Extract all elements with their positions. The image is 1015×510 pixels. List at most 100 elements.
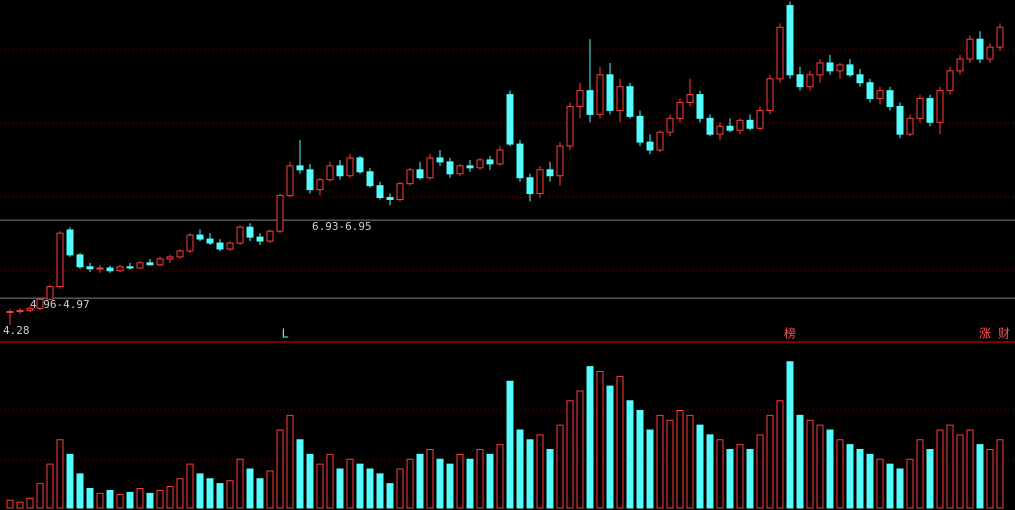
candle-body	[596, 74, 604, 115]
candle-body	[876, 90, 884, 100]
candle-body	[136, 262, 144, 269]
volume-bar	[286, 414, 294, 509]
candle-body	[16, 309, 24, 313]
volume-bar	[196, 473, 204, 509]
volume-bar	[366, 468, 374, 509]
candle-body	[316, 179, 324, 191]
candle-body	[96, 267, 104, 270]
volume-bar	[856, 449, 864, 509]
volume-bar	[736, 444, 744, 509]
volume-bar	[296, 439, 304, 509]
candle-body	[646, 141, 654, 151]
volume-bar	[266, 470, 274, 509]
volume-bar	[506, 380, 514, 509]
volume-bar	[656, 414, 664, 509]
volume-bar	[946, 424, 954, 509]
volume-bar	[216, 483, 224, 509]
candle-body	[396, 183, 404, 201]
volume-bar	[926, 449, 934, 509]
volume-bar	[36, 483, 44, 509]
signal-marker: L	[282, 327, 289, 341]
candle-body	[376, 185, 384, 199]
volume-bar	[316, 463, 324, 509]
candle-body	[636, 115, 644, 143]
candle-body	[776, 26, 784, 80]
annotation: 4.96-4.97	[30, 298, 90, 311]
candle-body	[556, 145, 564, 177]
candle-body	[736, 119, 744, 131]
candle-body	[166, 256, 174, 260]
candle-body	[576, 90, 584, 107]
candle-body	[476, 159, 484, 169]
signal-marker: 榜	[784, 326, 796, 341]
volume-bar	[526, 439, 534, 509]
candle-body	[966, 38, 974, 60]
candle-body	[6, 311, 14, 314]
volume-bar	[916, 439, 924, 509]
candle-body	[706, 117, 714, 135]
volume-bar	[456, 453, 464, 509]
volume-bar	[676, 410, 684, 509]
candle-body	[946, 70, 954, 92]
volume-bar	[236, 458, 244, 509]
candle-body	[116, 266, 124, 272]
candle-body	[666, 117, 674, 133]
volume-bar	[306, 453, 314, 509]
volume-bar	[826, 429, 834, 509]
volume-bar	[436, 458, 444, 509]
volume-bar	[966, 429, 974, 509]
volume-bar	[6, 499, 14, 509]
candle-body	[506, 94, 514, 145]
volume-bar	[106, 489, 114, 509]
volume-bar	[726, 449, 734, 509]
volume-bar	[846, 444, 854, 509]
candle-body	[126, 266, 134, 269]
candle-body	[36, 298, 44, 309]
volume-bar	[396, 468, 404, 509]
candle-body	[866, 82, 874, 100]
candle-body	[836, 64, 844, 72]
volume-bar	[566, 400, 574, 509]
volume-bar	[386, 483, 394, 509]
candle-body	[676, 102, 684, 119]
volume-bar	[786, 361, 794, 509]
volume-bar	[136, 488, 144, 509]
candle-body	[936, 90, 944, 123]
candle-body	[216, 242, 224, 250]
volume-bar	[56, 439, 64, 509]
volume-bar	[886, 463, 894, 509]
candle-body	[626, 86, 634, 117]
candle-body	[276, 195, 284, 232]
candle-body	[236, 226, 244, 244]
volume-bar	[626, 400, 634, 509]
candle-body	[906, 117, 914, 135]
volume-bar	[906, 458, 914, 509]
candle-body	[696, 94, 704, 119]
candle-body	[346, 157, 354, 177]
volume-bar	[686, 414, 694, 509]
volume-bar	[496, 444, 504, 509]
candle-body	[386, 197, 394, 200]
candle-body	[796, 74, 804, 88]
volume-bar	[556, 424, 564, 509]
volume-bar	[376, 473, 384, 509]
candle-body	[46, 286, 54, 300]
volume-bar	[96, 492, 104, 509]
volume-bar	[176, 478, 184, 509]
volume-bar	[516, 429, 524, 509]
candle-body	[616, 86, 624, 111]
candle-body	[496, 149, 504, 165]
candle-body	[306, 169, 314, 191]
candle-body	[56, 232, 64, 288]
volume-bar	[446, 463, 454, 509]
candle-body	[456, 165, 464, 175]
candle-body	[106, 267, 114, 272]
candle-body	[856, 74, 864, 84]
candle-body	[466, 165, 474, 169]
candle-body	[176, 250, 184, 258]
volume-bar	[416, 453, 424, 509]
candle-body	[526, 177, 534, 195]
candle-body	[716, 125, 724, 135]
volume-bar	[476, 449, 484, 509]
